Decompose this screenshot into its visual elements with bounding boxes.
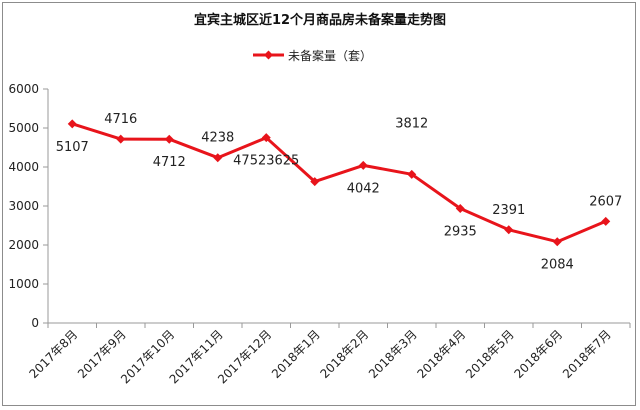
x-tick-label: 2017年8月 [26, 327, 80, 381]
data-label: 4238 [201, 131, 234, 146]
series-layer [67, 119, 611, 247]
chart-title: 宜宾主城区近12个月商品房未备案量走势图 [193, 13, 447, 28]
x-tick-label: 2018年6月 [511, 327, 565, 381]
data-point [213, 153, 223, 163]
data-point [261, 133, 271, 143]
x-tick-label: 2018年3月 [366, 327, 420, 381]
data-label: 4716 [104, 112, 137, 127]
data-label: 2084 [541, 258, 574, 273]
chart-frame [2, 2, 636, 406]
y-tick-label: 1000 [8, 277, 39, 291]
data-label: 47523625 [233, 154, 299, 169]
data-point [455, 204, 465, 214]
x-tick-label: 2018年5月 [463, 327, 517, 381]
y-tick-label: 5000 [8, 121, 39, 135]
y-tick-label: 2000 [8, 238, 39, 252]
x-tick-label: 2018年4月 [414, 327, 468, 381]
y-tick-label: 0 [31, 316, 39, 330]
y-tick-label: 4000 [8, 160, 39, 174]
data-label: 4042 [347, 181, 380, 196]
data-point [407, 169, 417, 179]
data-label: 4712 [153, 155, 186, 170]
data-label: 2935 [444, 225, 477, 240]
data-point [601, 216, 611, 226]
legend-label: 未备案量（套） [288, 48, 372, 63]
data-label: 2607 [589, 194, 622, 209]
data-point [552, 237, 562, 247]
data-label: 2391 [492, 203, 525, 218]
data-point [116, 134, 126, 144]
x-tick-label: 2018年2月 [317, 327, 371, 381]
data-label: 3812 [395, 116, 428, 131]
y-tick-label: 6000 [8, 82, 39, 96]
data-point [164, 134, 174, 144]
x-tick-label: 2018年1月 [269, 327, 323, 381]
legend-marker [264, 50, 273, 60]
y-tick-label: 3000 [8, 199, 39, 213]
data-point [310, 177, 320, 187]
legend: 未备案量（套） [253, 48, 372, 63]
data-label: 5107 [56, 140, 89, 155]
data-point [67, 119, 77, 129]
series-line [71, 122, 607, 244]
data-labels: 5107 4716 4712 4238 47523625 4042 3812 2935 2391… [56, 112, 623, 273]
x-tick-label: 2018年7月 [560, 327, 614, 381]
data-point [504, 225, 514, 235]
axes: 01000200030004000500060002017年8月2017年9月2… [8, 82, 631, 386]
data-point [358, 160, 368, 170]
